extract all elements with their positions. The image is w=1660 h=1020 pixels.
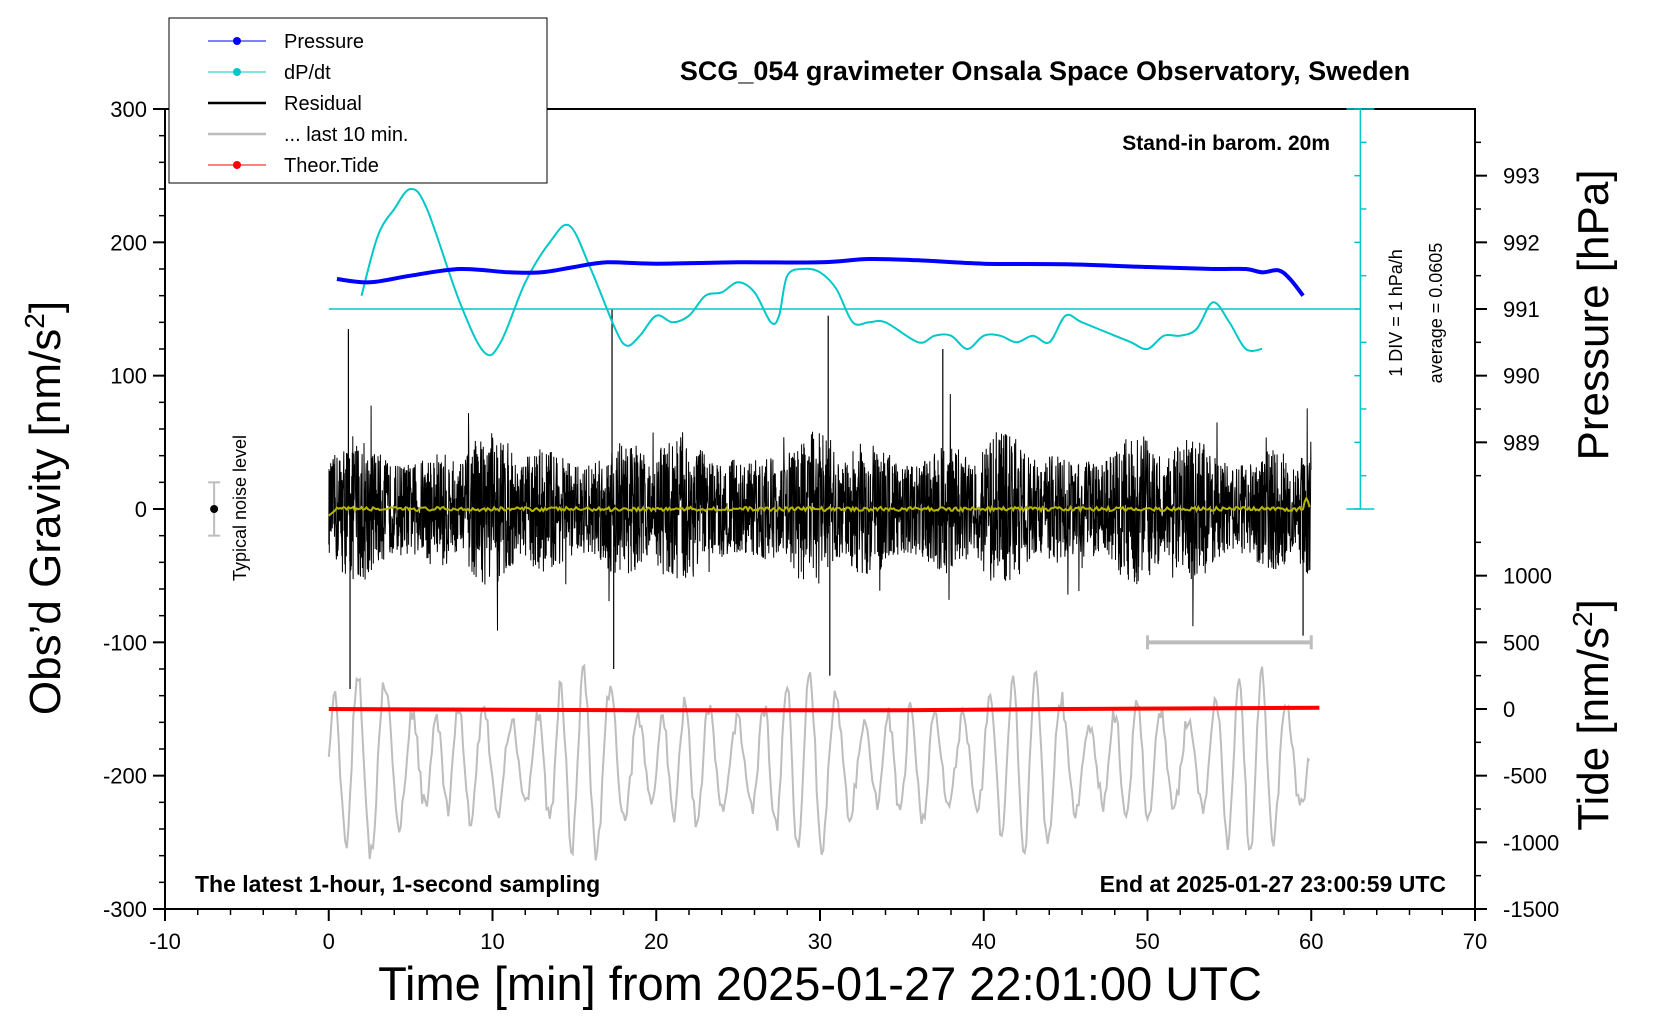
legend-items: Pressure dP/dt Residual ... last 10 min. The… [208, 31, 409, 177]
y-tick-label: 300 [110, 97, 147, 122]
x-axis-label: Time [min] from 2025-01-27 22:01:00 UTC [378, 957, 1262, 1010]
tide-tick-label: 1000 [1503, 564, 1552, 589]
x-tick-label: 40 [972, 929, 996, 954]
noise-annotation: Typical noise level [230, 435, 250, 581]
legend-label: Residual [284, 93, 362, 115]
x-tick-label: -10 [149, 929, 181, 954]
tide-axis-ticks: 1000 500 0 -500 -1000 -1500 [1475, 541, 1559, 922]
y-axis-label-left: Obs’d Gravity [nm/s2] [19, 301, 70, 715]
end-time-annotation: End at 2025-01-27 23:00:59 UTC [1100, 871, 1446, 897]
legend-box [168, 17, 548, 184]
last10-line [327, 663, 1311, 861]
y-tick-label: -300 [103, 897, 147, 922]
x-tick-label: 70 [1463, 929, 1487, 954]
legend-swatch-dot [233, 68, 241, 76]
x-tick-label: 60 [1299, 929, 1323, 954]
y-axis-ticks: 300 200 100 0 -100 -200 -300 [103, 97, 165, 922]
tide-tick-label: -500 [1503, 764, 1547, 789]
tide-tick-label: -1500 [1503, 897, 1559, 922]
legend-swatch-dot [233, 161, 241, 169]
div-annotation: 1 DIV = 1 hPa/h [1386, 249, 1406, 377]
theor-tide-series [328, 705, 1320, 713]
legend-label: Pressure [284, 31, 364, 53]
legend: Pressure dP/dt Residual ... last 10 min. The… [168, 17, 548, 184]
x-axis-ticks: -10 0 10 20 30 40 50 60 70 [149, 909, 1487, 954]
last10-bar [1146, 635, 1313, 650]
pressure-tick-label: 990 [1503, 364, 1540, 389]
x-tick-label: 50 [1135, 929, 1159, 954]
noise-level-marker [208, 481, 221, 537]
x-tick-label: 20 [644, 929, 668, 954]
last10-series [327, 663, 1311, 861]
y-axis-label-tide: Tide [nm/s2] [1567, 599, 1618, 831]
tide-line [328, 705, 1320, 713]
y-tick-label: -100 [103, 630, 147, 655]
sampling-annotation: The latest 1-hour, 1-second sampling [195, 871, 600, 897]
pressure-tick-label: 993 [1503, 164, 1540, 189]
x-tick-label: 30 [808, 929, 832, 954]
residual-line [328, 393, 1312, 631]
residual-smoothed-series [328, 496, 1311, 517]
y-tick-label: 100 [110, 364, 147, 389]
x-tick-label: 0 [323, 929, 335, 954]
barometer-annotation: Stand-in barom. 20m [1122, 132, 1330, 155]
pressure-axis-ticks: 993 992 991 990 989 [1475, 141, 1540, 477]
x-tick-label: 10 [480, 929, 504, 954]
y-tick-label: -200 [103, 764, 147, 789]
tide-tick-label: -1000 [1503, 830, 1559, 855]
average-annotation: average = 0.0605 [1426, 243, 1446, 384]
legend-label: ... last 10 min. [284, 124, 409, 146]
pressure-line [336, 256, 1305, 297]
legend-label: dP/dt [284, 62, 331, 84]
y-tick-label: 0 [135, 497, 147, 522]
pressure-tick-label: 989 [1503, 430, 1540, 455]
dpdt-series [328, 187, 1361, 357]
legend-swatch-dot [233, 37, 241, 45]
y-axis-label-pressure: Pressure [hPa] [1569, 169, 1618, 460]
pressure-tick-label: 992 [1503, 230, 1540, 255]
residual-series [328, 309, 1312, 689]
y-tick-label: 200 [110, 230, 147, 255]
legend-label: Theor.Tide [284, 155, 379, 177]
tide-tick-label: 500 [1503, 630, 1540, 655]
residual-smoothed-line [328, 496, 1311, 517]
noise-center-dot [210, 505, 219, 513]
tide-tick-label: 0 [1503, 697, 1515, 722]
pressure-series [336, 256, 1305, 297]
dpdt-scale-axis [1346, 108, 1375, 510]
chart-title: SCG_054 gravimeter Onsala Space Observat… [680, 56, 1410, 86]
pressure-tick-label: 991 [1503, 297, 1540, 322]
